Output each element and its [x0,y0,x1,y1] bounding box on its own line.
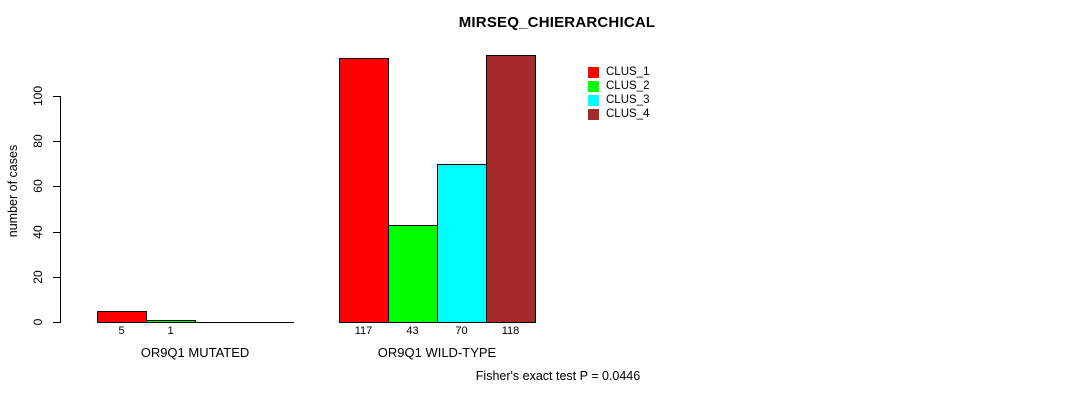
y-tick-label: 40 [31,225,45,239]
legend-row: CLUS_4 [588,107,649,121]
bar-value-label: 1 [167,325,174,337]
y-tick-label: 100 [31,85,45,107]
legend-label: CLUS_3 [606,94,650,106]
y-axis-label: number of cases [6,144,20,238]
bar-zero-line [244,322,294,323]
bar-value-label: 43 [406,325,419,337]
legend-label: CLUS_4 [606,108,650,120]
bar [339,58,389,323]
y-tick-label: 0 [31,318,45,326]
bar-value-label: 118 [501,325,520,337]
bar-value-label: 5 [118,325,125,337]
y-axis-tick [53,186,60,187]
y-axis-line [60,96,61,323]
bar [388,225,438,323]
legend-label: CLUS_2 [606,80,650,92]
fisher-test-note: Fisher's exact test P = 0.0446 [475,369,641,383]
group-label: OR9Q1 WILD-TYPE [377,345,497,360]
legend-swatch [588,66,599,78]
legend: CLUS_1 CLUS_2 CLUS_3 CLUS_4 [588,65,649,121]
legend-swatch [588,94,599,106]
legend-swatch [588,108,599,120]
bar-value-label: 70 [455,325,468,337]
y-tick-label: 60 [31,179,45,193]
bar-zero-line [195,322,245,323]
y-axis-tick [53,141,60,142]
y-axis-tick [53,232,60,233]
group-label: OR9Q1 MUTATED [140,345,250,360]
bar-value-label: 117 [354,325,373,337]
y-axis-tick [53,277,60,278]
bar [97,311,147,323]
y-tick-label: 80 [31,134,45,148]
legend-label: CLUS_1 [606,66,650,78]
y-tick-label: 20 [31,270,45,284]
bar [146,320,196,323]
chart-title: MIRSEQ_CHIERARCHICAL [458,14,656,31]
legend-swatch [588,80,599,92]
legend-row: CLUS_3 [588,93,649,107]
legend-row: CLUS_2 [588,79,649,93]
legend-row: CLUS_1 [588,65,649,79]
y-axis-tick [53,322,60,323]
y-axis-tick [53,96,60,97]
bar [486,55,536,323]
bar [437,164,487,323]
